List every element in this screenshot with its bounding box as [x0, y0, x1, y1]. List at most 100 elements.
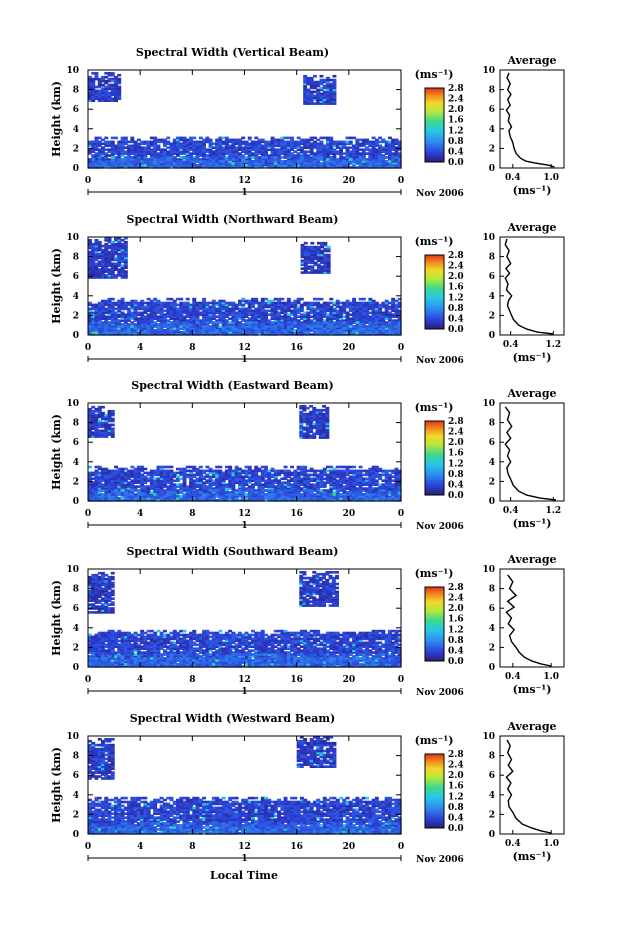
heatmap-cell — [247, 146, 252, 149]
heatmap-cell — [381, 333, 386, 336]
heatmap-cell — [195, 301, 200, 305]
heatmap-cell — [339, 154, 343, 157]
heatmap-cell — [159, 138, 164, 142]
heatmap-cell — [332, 158, 337, 161]
heatmap-cell — [117, 73, 122, 77]
heatmap-cell — [127, 311, 131, 315]
heatmap-cell — [195, 479, 200, 482]
heatmap-cell — [136, 329, 141, 332]
heatmap-cell — [296, 329, 301, 332]
heatmap-cell — [228, 148, 233, 151]
heatmap-cell — [316, 263, 321, 267]
heatmap-cell — [114, 483, 118, 486]
heatmap-cell — [323, 255, 328, 259]
heatmap-cell — [166, 331, 171, 334]
heatmap-cell — [254, 166, 259, 169]
heatmap-cell — [117, 152, 122, 155]
heatmap-cell — [189, 315, 193, 318]
heatmap-cell — [332, 315, 337, 318]
heatmap-cell — [244, 319, 249, 322]
heatmap-cell — [264, 333, 268, 336]
heatmap-cell — [388, 311, 392, 315]
heatmap-cell — [97, 270, 102, 273]
heatmap-cell — [228, 158, 233, 161]
heatmap-cell — [208, 327, 213, 330]
heatmap-cell — [176, 307, 180, 311]
heatmap-cell — [120, 313, 125, 316]
heatmap-cell — [123, 481, 128, 484]
heatmap-cell — [352, 164, 356, 167]
heatmap-cell — [117, 150, 122, 153]
heatmap-cell — [254, 158, 259, 161]
heatmap-cell — [133, 475, 138, 479]
heatmap-cell — [208, 156, 213, 159]
heatmap-cell — [313, 251, 318, 255]
heatmap-cell — [97, 240, 102, 244]
heatmap-cell — [176, 144, 180, 148]
heatmap-cell — [361, 333, 366, 336]
heatmap-cell — [88, 246, 92, 250]
heatmap-cell — [251, 160, 255, 163]
heatmap-cell — [345, 162, 350, 165]
heatmap-cell — [166, 465, 171, 469]
heatmap-cell — [149, 313, 154, 316]
heatmap-cell — [319, 297, 324, 301]
heatmap-cell — [251, 140, 255, 144]
heatmap-cell — [198, 311, 203, 315]
heatmap-cell — [316, 257, 321, 261]
heatmap-cell — [277, 331, 281, 334]
heatmap-cell — [202, 138, 206, 142]
heatmap-cell — [153, 150, 158, 153]
heatmap-cell — [313, 301, 317, 305]
heatmap-cell — [172, 146, 177, 149]
heatmap-cell — [205, 138, 210, 142]
heatmap-cell — [378, 313, 383, 316]
heatmap-cell — [130, 162, 135, 165]
heatmap-cell — [159, 148, 164, 151]
heatmap-cell — [127, 483, 131, 486]
heatmap-cell — [163, 150, 167, 153]
heatmap-cell — [280, 317, 285, 320]
heatmap-cell — [361, 144, 366, 148]
heatmap-cell — [189, 323, 193, 326]
heatmap-cell — [104, 303, 109, 307]
heatmap-cell — [198, 144, 203, 148]
heatmap-cell — [307, 261, 311, 265]
heatmap-cell — [397, 305, 402, 309]
heatmap-cell — [306, 96, 311, 100]
heatmap-cell — [195, 333, 200, 336]
heatmap-cell — [97, 162, 102, 165]
heatmap-cell — [143, 160, 148, 163]
heatmap-cell — [202, 146, 206, 149]
heatmap-cell — [156, 325, 161, 328]
heatmap-cell — [166, 164, 171, 167]
heatmap-cell — [189, 142, 193, 146]
heatmap-cell — [355, 152, 360, 155]
heatmap-cell — [218, 156, 223, 159]
heatmap-cell — [133, 329, 138, 332]
heatmap-cell — [133, 313, 138, 316]
heatmap-cell — [176, 138, 180, 142]
heatmap-cell — [244, 331, 249, 334]
heatmap-cell — [192, 307, 197, 311]
heatmap-cell — [264, 144, 268, 148]
heatmap-cell — [326, 327, 330, 330]
heatmap-cell — [306, 98, 311, 101]
heatmap-cell — [306, 100, 311, 103]
heatmap-cell — [110, 266, 115, 269]
heatmap-cell — [94, 319, 99, 322]
heatmap-cell — [189, 319, 193, 322]
heatmap-cell — [221, 315, 226, 318]
heatmap-cell — [270, 313, 275, 316]
heatmap-cell — [166, 313, 171, 316]
heatmap-cell — [159, 321, 164, 324]
heatmap-cell — [159, 307, 164, 311]
heatmap-cell — [166, 146, 171, 149]
heatmap-cell — [179, 483, 184, 486]
heatmap-cell — [345, 327, 350, 330]
heatmap-cell — [88, 333, 92, 336]
heatmap-cell — [241, 136, 246, 140]
heatmap-cell — [101, 83, 105, 87]
heatmap-cell — [371, 333, 376, 336]
heatmap-cell — [329, 142, 334, 146]
